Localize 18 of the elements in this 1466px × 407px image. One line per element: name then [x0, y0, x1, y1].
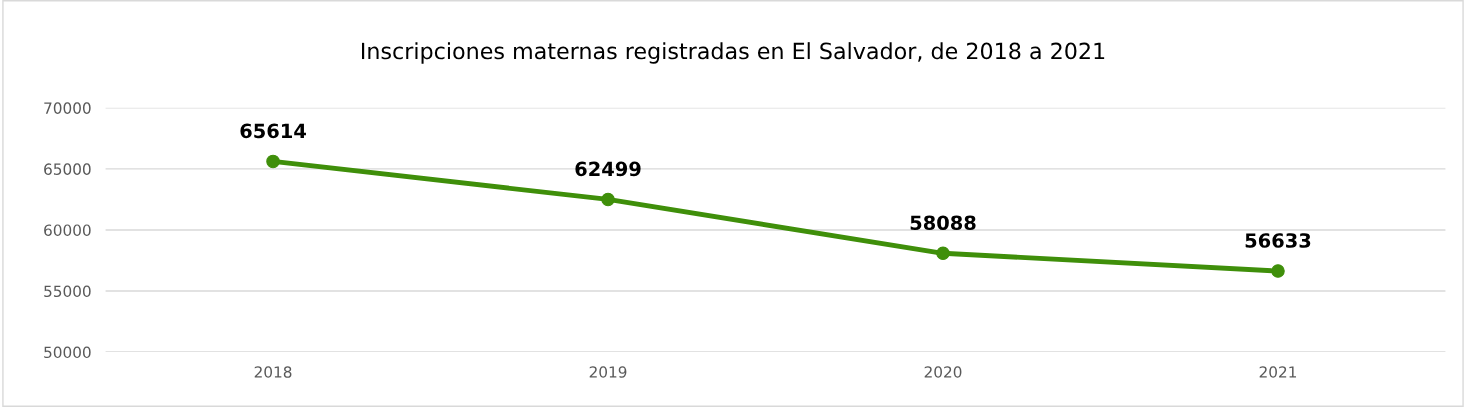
x-tick-label: 2021 [1259, 366, 1297, 378]
y-tick-label: 70000 [44, 102, 91, 114]
data-label: 62499 [575, 161, 641, 177]
data-label: 58088 [910, 215, 976, 231]
y-tick-label: 60000 [44, 224, 91, 236]
x-tick-label: 2019 [589, 366, 627, 378]
data-label: 56633 [1245, 233, 1311, 248]
y-tick-label: 55000 [44, 285, 91, 298]
point [936, 246, 950, 261]
x-tick-label: 2018 [254, 366, 292, 378]
y-tick-label: 65000 [44, 163, 91, 175]
chart-title: Inscripciones maternas registradas en El Salvador, de 2018 a 2021 [361, 42, 1105, 64]
point [1271, 264, 1285, 278]
point [601, 192, 615, 207]
point [266, 154, 280, 169]
x-tick-label: 2020 [924, 366, 962, 378]
y-tick-label: 50000 [44, 346, 91, 359]
data-label: 65614 [240, 123, 306, 139]
